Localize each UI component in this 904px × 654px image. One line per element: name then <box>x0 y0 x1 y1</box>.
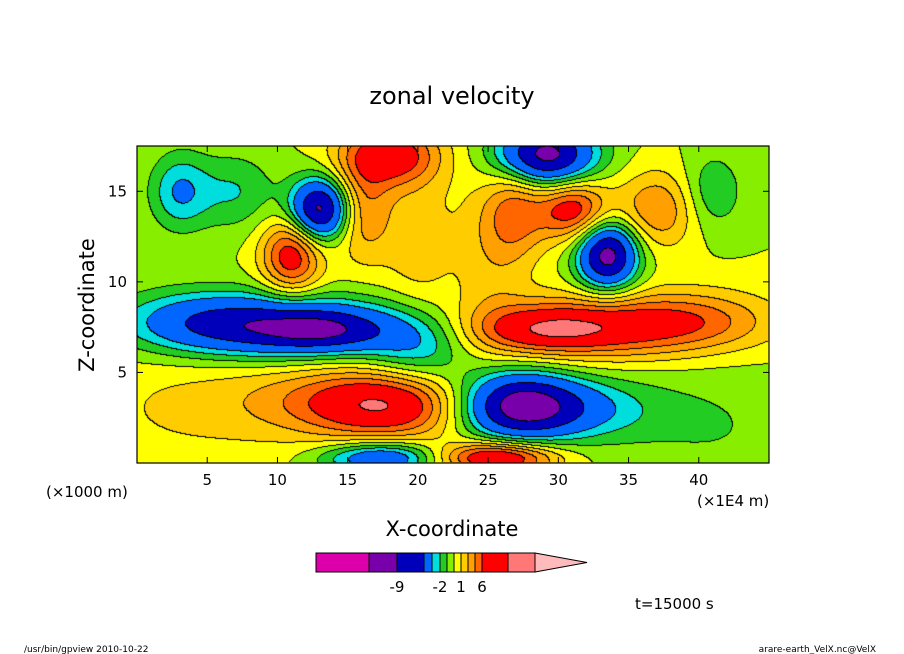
x-tick-label: 5 <box>202 471 212 489</box>
colorbar-swatch <box>481 552 509 573</box>
heatmap-area <box>137 146 769 463</box>
colorbar-tick-label: -2 <box>433 578 448 596</box>
plot-frame <box>136 145 770 464</box>
y-tick-label: 5 <box>117 363 127 381</box>
y-tick-label: 15 <box>108 182 127 200</box>
x-tick-label: 40 <box>689 471 708 489</box>
colorbar-swatch <box>439 552 448 573</box>
colorbar-swatch <box>315 552 370 573</box>
colorbar-swatch <box>467 552 476 573</box>
x-tick-label: 30 <box>549 471 568 489</box>
x-tick-label: 10 <box>268 471 287 489</box>
footer-left: /usr/bin/gpview 2010-10-22 <box>24 645 148 654</box>
colorbar-tick-label: -9 <box>390 578 405 596</box>
footer-right: arare-earth_VelX.nc@VelX <box>759 645 876 654</box>
y-axis-label: Z-coordinate <box>75 238 99 372</box>
x-tick-label: 15 <box>338 471 357 489</box>
y-axis: 5 10 15 <box>108 182 769 381</box>
time-label: t=15000 s <box>635 595 714 613</box>
x-unit-right: (×1E4 m) <box>697 492 769 510</box>
x-unit-left: (×1000 m) <box>46 483 128 501</box>
x-tick-label: 35 <box>619 471 638 489</box>
colorbar-tick-labels: -9 -2 1 6 <box>390 578 487 596</box>
colorbar-swatch <box>474 552 483 573</box>
colorbar-swatch <box>534 552 588 573</box>
colorbar-swatch <box>453 552 462 573</box>
x-axis: 5 10 15 20 25 30 35 40 <box>202 146 708 489</box>
colorbar-tick-label: 1 <box>456 578 466 596</box>
colorbar-swatch <box>446 552 455 573</box>
colorbar-swatch <box>396 552 425 573</box>
colorbar-swatch <box>460 552 469 573</box>
colorbar-swatch <box>431 552 441 573</box>
colorbar <box>315 552 588 573</box>
colorbar-tick-label: 6 <box>477 578 487 596</box>
y-tick-label: 10 <box>108 273 127 291</box>
chart-title: zonal velocity <box>369 82 534 110</box>
x-tick-label: 20 <box>408 471 427 489</box>
x-axis-label: X-coordinate <box>386 517 519 541</box>
colorbar-swatch <box>368 552 398 573</box>
colorbar-swatch <box>507 552 536 573</box>
colorbar-swatch <box>423 552 433 573</box>
x-tick-label: 25 <box>479 471 498 489</box>
